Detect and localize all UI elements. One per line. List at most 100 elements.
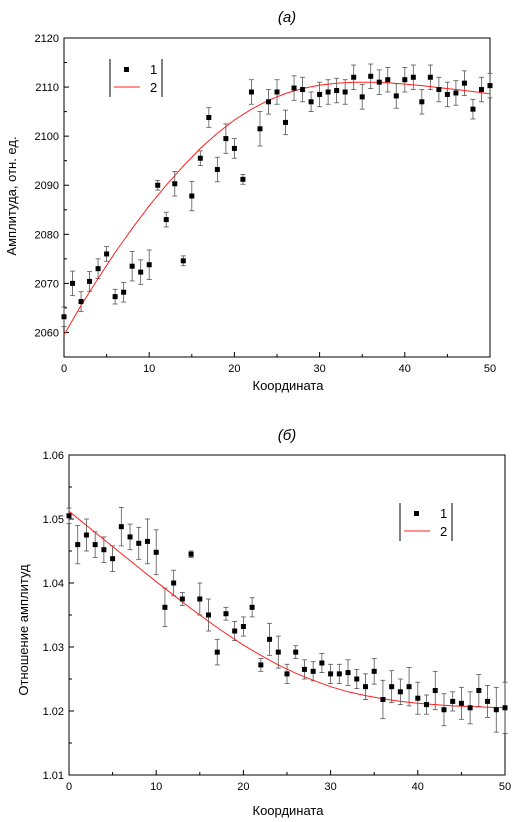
data-point: [265, 99, 271, 105]
data-point: [267, 636, 273, 642]
data-point: [153, 549, 159, 555]
x-tick-label: 40: [399, 363, 411, 375]
data-point: [206, 612, 212, 618]
data-point: [197, 596, 203, 602]
data-point: [359, 94, 365, 100]
data-point: [436, 87, 442, 93]
y-tick-label: 1.03: [43, 642, 64, 654]
chart-title: (а): [278, 9, 296, 26]
data-point: [291, 85, 297, 91]
x-tick-label: 0: [61, 363, 67, 375]
data-point: [197, 155, 203, 161]
data-point: [351, 74, 357, 80]
data-point: [308, 99, 314, 105]
data-point: [274, 89, 280, 95]
data-point: [129, 263, 135, 269]
data-point: [402, 77, 408, 83]
x-axis-label: Координата: [253, 378, 325, 393]
data-point: [136, 540, 142, 546]
data-point: [214, 649, 220, 655]
data-point: [240, 624, 246, 630]
data-point: [362, 684, 368, 690]
data-point: [432, 688, 438, 694]
x-tick-label: 40: [412, 781, 424, 793]
data-point: [310, 668, 316, 674]
data-point: [104, 251, 110, 257]
data-point: [118, 524, 124, 530]
data-point: [478, 87, 484, 93]
y-tick-label: 2100: [35, 131, 59, 143]
data-point: [461, 80, 467, 86]
data-point: [284, 671, 290, 677]
data-point: [70, 280, 76, 286]
x-tick-label: 10: [150, 781, 162, 793]
data-point: [328, 671, 334, 677]
amplitude-chart: (а) 0 10 20 30 40 50 2060 2070 2080 2090 2100 2110 2…: [4, 9, 496, 393]
y-tick-label: 2060: [35, 327, 59, 339]
x-tick-label: 20: [228, 363, 240, 375]
data-point: [368, 73, 374, 79]
legend-label: 2: [440, 524, 447, 539]
data-point: [258, 662, 264, 668]
data-point: [354, 676, 360, 682]
data-point: [214, 167, 220, 173]
data-point: [144, 538, 150, 544]
data-point: [293, 649, 299, 655]
data-point: [232, 628, 238, 634]
fit-line: [68, 510, 506, 709]
y-tick-label: 1.01: [43, 770, 64, 782]
y-tick-label: 2070: [35, 278, 59, 290]
data-point: [188, 551, 194, 557]
data-point: [485, 698, 491, 704]
data-point: [380, 696, 386, 702]
data-point: [66, 513, 72, 519]
data-point: [450, 698, 456, 704]
data-point: [493, 707, 499, 713]
data-point: [317, 91, 323, 97]
data-point: [112, 294, 118, 300]
data-point: [467, 705, 473, 711]
data-point: [92, 542, 98, 548]
data-point: [146, 262, 152, 268]
data-point: [249, 604, 255, 610]
data-point: [189, 193, 195, 199]
y-tick-label: 2090: [35, 180, 59, 192]
data-point: [78, 299, 84, 305]
x-tick-label: 30: [313, 363, 325, 375]
data-point: [325, 89, 331, 95]
y-tick-label: 1.05: [43, 514, 64, 526]
data-point: [385, 77, 391, 83]
data-point: [87, 278, 93, 284]
data-point: [470, 106, 476, 112]
data-point: [179, 596, 185, 602]
y-tick-label: 2110: [35, 82, 59, 94]
data-point: [172, 181, 178, 187]
data-point: [376, 79, 382, 85]
data-point: [300, 87, 306, 93]
data-point: [155, 182, 161, 188]
data-point: [342, 89, 348, 95]
legend-marker-points: [414, 511, 419, 516]
data-point: [487, 83, 493, 89]
y-axis-label: Амплитуда, отн. ед.: [4, 136, 19, 255]
legend-label: 1: [150, 62, 157, 77]
data-point: [162, 604, 168, 610]
data-point: [248, 89, 254, 95]
data-point: [427, 74, 433, 80]
y-tick-label: 1.06: [43, 450, 64, 462]
data-point: [334, 88, 340, 94]
data-point: [83, 532, 89, 538]
x-tick-label: 10: [143, 363, 155, 375]
data-point: [389, 684, 395, 690]
y-tick-label: 2080: [35, 229, 59, 241]
y-tick-label: 1.04: [43, 578, 64, 590]
data-point: [275, 649, 281, 655]
data-point: [138, 269, 144, 275]
y-axis-label: Отношение амплитуд: [16, 564, 31, 696]
y-tick-label: 1.02: [43, 706, 64, 718]
data-point: [371, 668, 377, 674]
data-point: [458, 700, 464, 706]
fit-line: [63, 81, 491, 336]
data-point: [121, 289, 127, 295]
x-tick-label: 50: [484, 363, 496, 375]
